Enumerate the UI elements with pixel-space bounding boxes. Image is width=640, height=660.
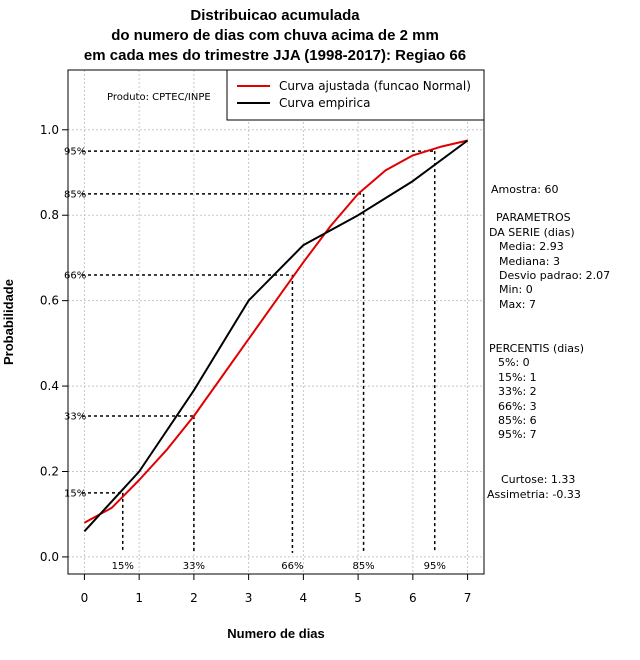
side-panel: Amostra: 60 PARAMETROS DA SERIE (dias) M… <box>487 183 610 501</box>
params-title-2: DA SERIE (dias) <box>489 226 575 239</box>
percentil-85: 85%: 6 <box>498 414 537 427</box>
x-tick-label-6: 6 <box>409 591 417 605</box>
legend: Curva ajustada (funcao Normal) Curva emp… <box>226 69 485 121</box>
x-tick-label-7: 7 <box>464 591 472 605</box>
x-tick-label-3: 3 <box>245 591 253 605</box>
y-tick-label-1: 0.2 <box>40 464 59 478</box>
percentile-bottom-label-3: 85% <box>352 561 374 572</box>
chart-title-line-2: do numero de dias com chuva acima de 2 m… <box>111 27 439 44</box>
chart-title-line-1: Distribuicao acumulada <box>190 7 360 24</box>
param-min: Min: 0 <box>499 283 533 296</box>
y-tick-label-0: 0.0 <box>40 550 59 564</box>
y-tick-label-3: 0.6 <box>40 294 59 308</box>
x-axis-title: Numero de dias <box>227 626 325 641</box>
percentile-lines <box>82 150 436 553</box>
percentil-5: 5%: 0 <box>498 356 530 369</box>
product-label: Produto: CPTEC/INPE <box>107 92 211 103</box>
curtose: Curtose: 1.33 <box>501 473 575 486</box>
x-tick-label-5: 5 <box>354 591 362 605</box>
x-tick-label-2: 2 <box>190 591 198 605</box>
series-line-1 <box>83 139 469 532</box>
legend-label-fitted: Curva ajustada (funcao Normal) <box>279 79 471 93</box>
percentile-bottom-label-2: 66% <box>281 561 303 572</box>
param-desvio: Desvio padrao: 2.07 <box>499 269 610 282</box>
percentile-labels: 15% 15% 33% 33% 66% 66% 85% 85% 95% 95% <box>64 147 446 572</box>
percentil-95: 95%: 7 <box>498 428 537 441</box>
legend-box <box>226 69 485 121</box>
percentil-15: 15%: 1 <box>498 371 537 384</box>
y-tick-label-4: 0.8 <box>40 208 59 222</box>
tick-group: 0 1 2 3 4 5 6 7 0.0 0.2 0.4 0.6 0.8 1.0 <box>40 123 471 605</box>
assimetria: Assimetria: -0.33 <box>487 488 581 501</box>
percentile-left-label-3: 85% <box>64 189 86 200</box>
sample-size: Amostra: 60 <box>491 183 558 196</box>
x-tick-label-4: 4 <box>300 591 308 605</box>
y-axis-title: Probabilidade <box>1 279 16 365</box>
params-title-1: PARAMETROS <box>496 211 571 224</box>
legend-label-empirical: Curva empirica <box>279 96 370 110</box>
percentile-bottom-label-4: 95% <box>424 561 446 572</box>
percentil-66: 66%: 3 <box>498 400 537 413</box>
plot-frame <box>67 69 485 575</box>
x-tick-label-0: 0 <box>81 591 89 605</box>
param-media: Media: 2.93 <box>499 240 564 253</box>
percentile-left-label-0: 15% <box>64 488 86 499</box>
y-tick-label-2: 0.4 <box>40 379 59 393</box>
percentile-left-label-1: 33% <box>64 411 86 422</box>
series-line-0 <box>83 139 468 524</box>
percentile-bottom-label-0: 15% <box>112 561 134 572</box>
percentil-33: 33%: 2 <box>498 385 537 398</box>
percentis-title: PERCENTIS (dias) <box>489 342 584 355</box>
x-tick-label-1: 1 <box>135 591 143 605</box>
percentile-left-label-2: 66% <box>64 271 86 282</box>
percentile-left-label-4: 95% <box>64 147 86 158</box>
chart-title-line-3: em cada mes do trimestre JJA (1998-2017)… <box>84 47 466 64</box>
y-tick-label-5: 1.0 <box>40 123 59 137</box>
param-max: Max: 7 <box>499 298 536 311</box>
percentile-bottom-label-1: 33% <box>183 561 205 572</box>
param-mediana: Mediana: 3 <box>499 255 560 268</box>
grid <box>68 70 484 574</box>
series-group <box>83 139 469 532</box>
